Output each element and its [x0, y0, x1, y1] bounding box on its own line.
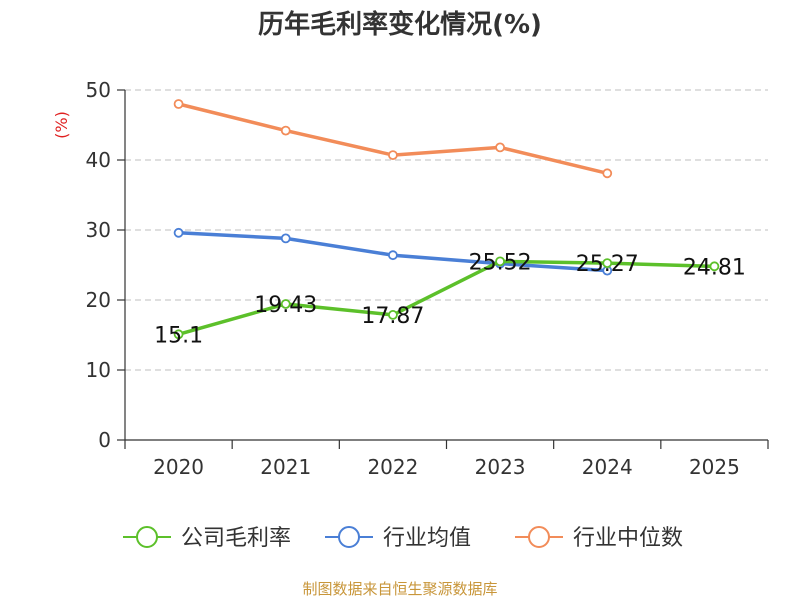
data-point [602, 258, 613, 269]
data-point [173, 99, 184, 109]
data-point [388, 310, 398, 320]
data-point [280, 233, 291, 244]
x-tick-label: 2024 [582, 455, 633, 479]
data-label: 17.87 [361, 304, 424, 329]
y-tick-label: 0 [98, 428, 111, 452]
x-tick-label: 2023 [475, 455, 526, 479]
data-point [173, 329, 184, 340]
series-line [178, 259, 715, 336]
gridlines [125, 89, 768, 371]
series-line [178, 102, 608, 176]
legend-marker [338, 526, 360, 548]
data-point [388, 250, 398, 261]
data-point [495, 256, 505, 267]
source-note: 制图数据来自恒生聚源数据库 [302, 580, 498, 598]
data-point [280, 299, 291, 309]
axes: 0 10 20 30 40 50 (%) 2020 2021 2022 2023 2024 2025 [52, 78, 769, 479]
data-point [709, 261, 720, 272]
legend: 公司毛利率 行业均值 行业中位数 [123, 526, 683, 551]
x-tick-label: 2021 [260, 455, 311, 479]
legend-marker [136, 526, 158, 548]
series [173, 99, 720, 340]
data-point [495, 142, 505, 153]
data-point [173, 227, 184, 238]
x-tick-label: 2020 [153, 455, 204, 479]
legend-marker [528, 526, 550, 548]
data-label: 24.81 [683, 255, 746, 280]
data-label: 25.27 [576, 252, 639, 277]
data-point [602, 168, 613, 179]
data-labels: 15.1 19.43 17.87 25.52 25.27 24.81 [154, 250, 746, 348]
y-tick-label: 10 [86, 358, 111, 382]
data-label: 25.52 [469, 250, 532, 275]
y-axis-label: (%) [52, 111, 71, 139]
y-tick-label: 30 [86, 218, 111, 242]
chart-title: 历年毛利率变化情况(%) [258, 10, 542, 40]
data-point [280, 125, 291, 136]
y-tick-label: 40 [86, 148, 111, 172]
legend-label: 行业中位数 [573, 526, 683, 551]
y-tick-label: 50 [86, 78, 111, 102]
x-tick-label: 2025 [689, 455, 740, 479]
data-label: 15.1 [154, 323, 203, 348]
y-tick-label: 20 [86, 288, 111, 312]
x-tick-label: 2022 [367, 455, 418, 479]
legend-label: 公司毛利率 [181, 526, 291, 551]
data-point [388, 150, 398, 161]
data-label: 19.43 [254, 293, 317, 318]
legend-label: 行业均值 [383, 526, 471, 551]
